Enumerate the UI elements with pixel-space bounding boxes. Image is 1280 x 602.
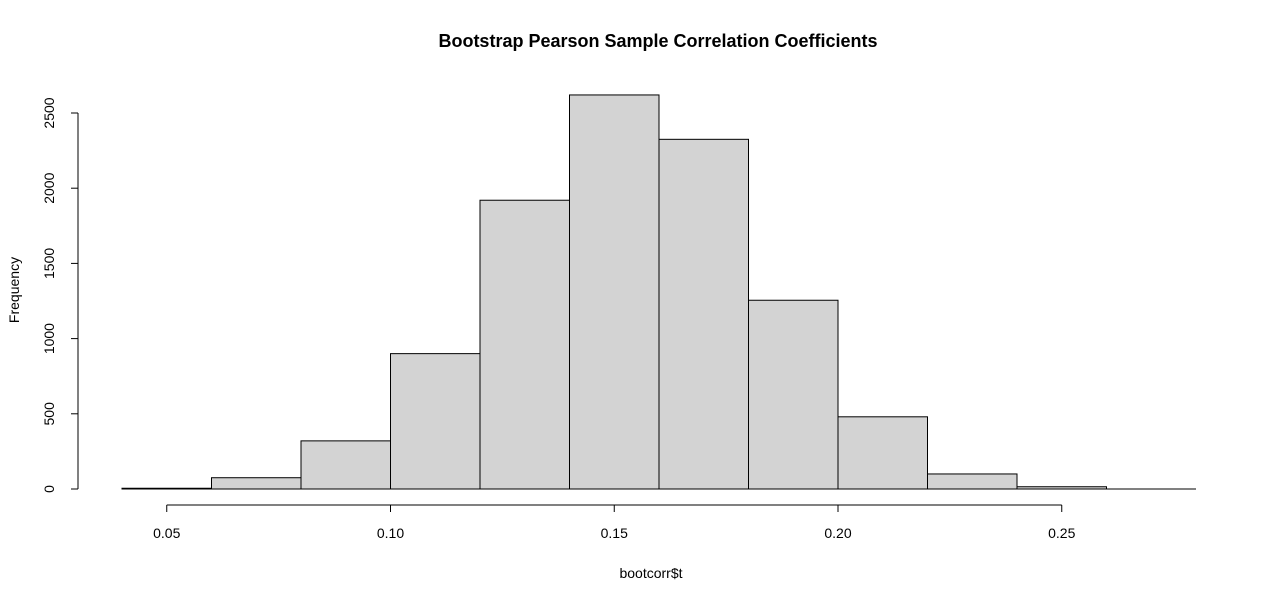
y-tick-label: 1500 [41, 248, 57, 279]
y-axis: 0 500 1000 1500 2000 2500 [41, 97, 79, 493]
x-tick-label: 0.15 [601, 525, 628, 541]
histogram-bar-5 [569, 94, 660, 490]
histogram-bar-6 [658, 138, 749, 490]
y-tick-label: 2000 [41, 172, 57, 203]
y-tick-label: 2500 [41, 97, 57, 128]
y-tick-label: 1000 [41, 323, 57, 354]
x-tick-label: 0.10 [377, 525, 404, 541]
y-tick-label: 0 [41, 485, 57, 493]
x-tick-label: 0.20 [824, 525, 851, 541]
x-axis-label: bootcorr$t [619, 565, 682, 581]
x-axis: 0.05 0.10 0.15 0.20 0.25 [153, 504, 1076, 541]
y-tick-label: 500 [41, 402, 57, 426]
chart-title: Bootstrap Pearson Sample Correlation Coe… [438, 31, 877, 51]
histogram-bar-3 [390, 353, 481, 490]
histogram-bar-2 [300, 440, 391, 490]
histogram-bar-4 [479, 199, 570, 490]
histogram-bar-9 [927, 473, 1018, 490]
bars-group [121, 94, 1196, 490]
x-tick-label: 0.05 [153, 525, 180, 541]
y-axis-label: Frequency [6, 257, 22, 323]
histogram-bar-1 [211, 477, 302, 490]
x-tick-label: 0.25 [1048, 525, 1075, 541]
histogram-bar-8 [837, 416, 928, 490]
histogram-bar-7 [748, 299, 839, 490]
